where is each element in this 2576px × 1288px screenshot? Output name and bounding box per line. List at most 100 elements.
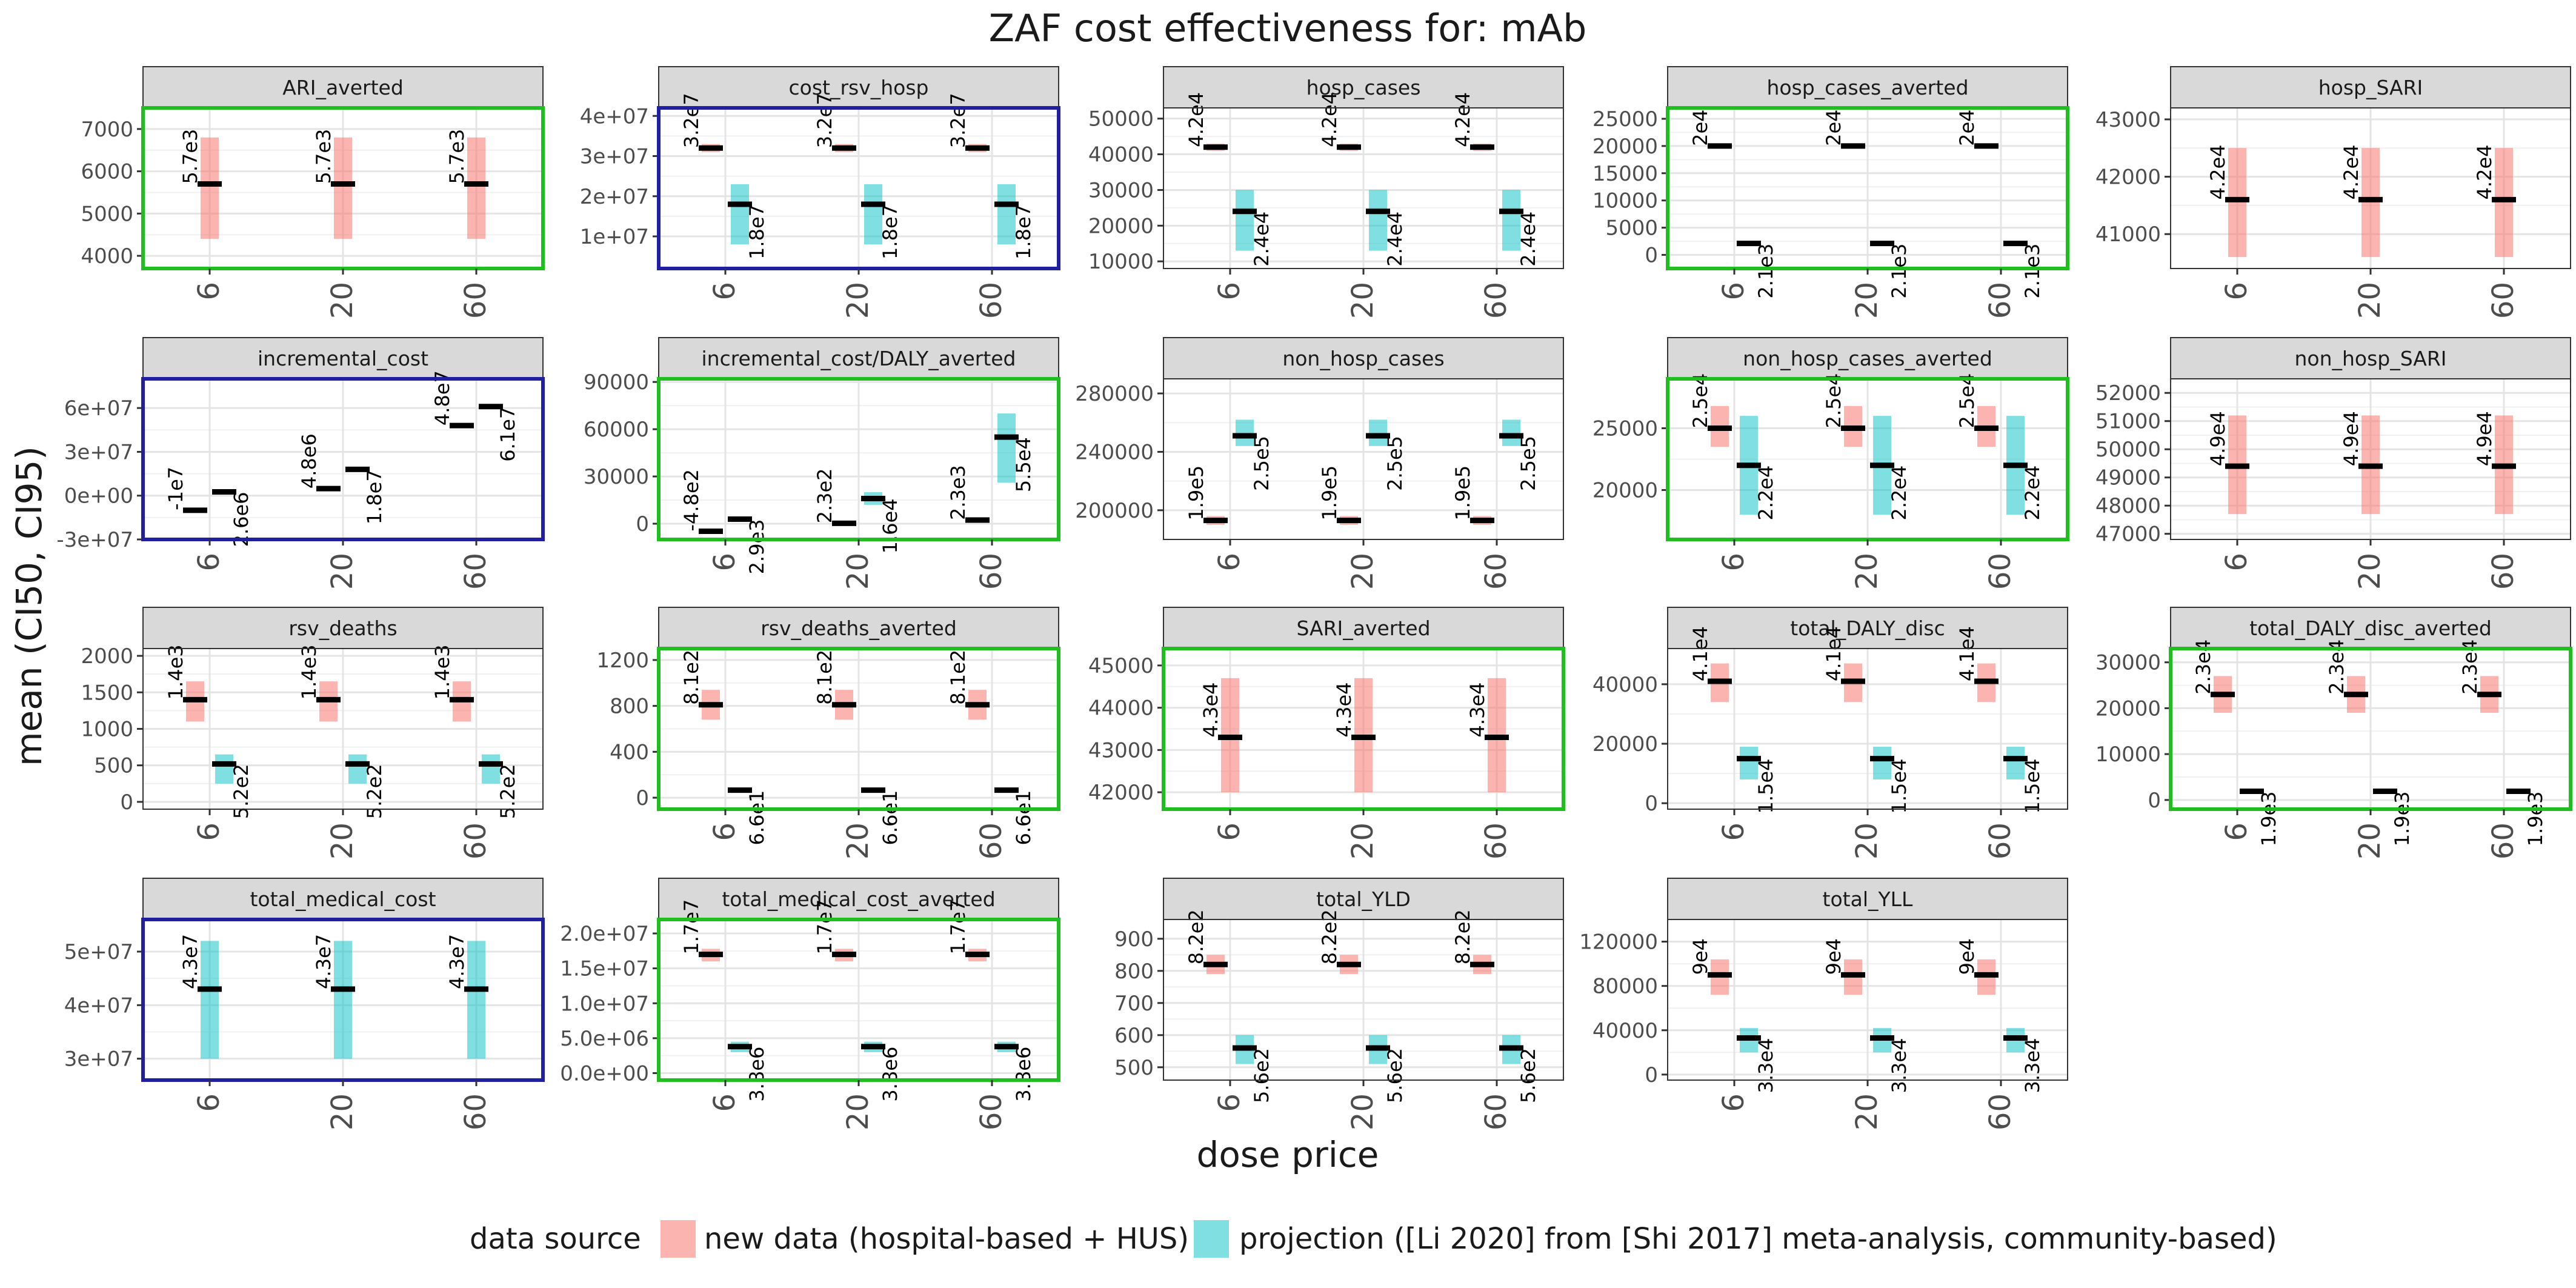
y-tick-label: 0 <box>636 786 649 810</box>
ci-bar-projection <box>201 941 219 1059</box>
data-label: 1.7e7 <box>680 899 703 955</box>
data-label: 1.4e3 <box>431 644 454 699</box>
data-label: 1.9e3 <box>2391 791 2414 846</box>
x-tick-label: 20 <box>325 553 359 590</box>
y-tick-label: 6e+07 <box>64 396 133 421</box>
y-tick-label: 52000 <box>2095 381 2161 405</box>
y-tick-label: 60000 <box>584 418 649 442</box>
data-label: 1.8e7 <box>1012 204 1035 259</box>
data-label: 8.2e2 <box>1451 909 1474 964</box>
x-tick-label: 20 <box>841 282 875 319</box>
data-label: 2e4 <box>1955 109 1979 145</box>
ci-bar-new <box>2228 148 2246 258</box>
data-label: 5.5e4 <box>1012 437 1035 492</box>
y-tick-label: 80000 <box>1593 975 1658 999</box>
x-tick-label: 60 <box>1479 282 1513 319</box>
data-label: 2.4e4 <box>1383 212 1406 267</box>
data-label: 9e4 <box>1822 938 1845 975</box>
data-label: 4.2e4 <box>1451 92 1474 147</box>
facet-strip <box>142 66 544 108</box>
panel-non-hosp-cases: non_hosp_cases 200000 240000 280000 1.9e5 1.9… <box>1075 337 1564 590</box>
facet-strip <box>142 878 544 920</box>
y-tick-label: 1000 <box>81 718 133 742</box>
facet-strip-label: rsv_deaths <box>288 616 397 640</box>
x-tick-label: 60 <box>2486 282 2520 319</box>
y-tick-label: 20000 <box>1593 478 1658 502</box>
x-tick-label: 20 <box>2353 282 2387 319</box>
panel-ari-averted: ARI_averted 4000 5000 6000 7000 5.7e3 5.7e3 5.7… <box>81 66 545 319</box>
data-label: 2.2e4 <box>1888 465 1911 521</box>
panel-hosp-cases: hosp_cases 10000 20000 30000 40000 50000 4.2e4… <box>1088 66 1564 319</box>
ci-bar-projection <box>864 184 882 245</box>
facet-strip-label: incremental_cost/DALY_averted <box>701 347 1016 370</box>
data-label: 4.2e4 <box>2206 144 2229 199</box>
data-label: 1.5e4 <box>1754 759 1777 814</box>
data-label: 1.7e7 <box>813 899 836 955</box>
y-tick-label: 15000 <box>1593 162 1658 186</box>
y-tick-label: 0 <box>1645 244 1658 268</box>
y-tick-label: 10000 <box>2095 742 2161 767</box>
y-tick-label: 800 <box>610 695 649 719</box>
ci-bar-projection <box>334 941 352 1059</box>
x-tick-label: 20 <box>841 1093 875 1130</box>
data-label: 2.1e3 <box>2021 244 2044 299</box>
y-tick-label: 51000 <box>2095 410 2161 434</box>
data-label: 3.8e6 <box>745 1047 768 1102</box>
x-tick-label: 20 <box>1850 823 1884 859</box>
x-tick-label: 20 <box>2353 823 2387 859</box>
y-tick-label: 0 <box>2148 789 2161 813</box>
data-label: 5.6e2 <box>1517 1048 1540 1103</box>
data-label: 4.8e6 <box>298 433 321 489</box>
data-label: 4.1e4 <box>1689 626 1712 681</box>
x-tick-label: 6 <box>1213 553 1246 572</box>
data-label: 2.5e4 <box>1822 373 1845 429</box>
x-tick-label: 6 <box>1717 823 1751 841</box>
data-label: 1.6e4 <box>879 498 902 553</box>
data-label: 1.9e5 <box>1318 465 1341 521</box>
y-tick-label: 47000 <box>2095 522 2161 547</box>
facet-strip-label: hosp_cases_averted <box>1766 76 1968 99</box>
y-tick-label: 40000 <box>1088 143 1154 167</box>
data-label: 5.6e2 <box>1383 1048 1406 1103</box>
data-label: 6.6e1 <box>879 790 902 846</box>
facet-strip <box>658 337 1059 379</box>
data-label: 4.1e4 <box>1955 626 1979 681</box>
ci-bar-projection <box>1873 746 1891 779</box>
data-label: 9e4 <box>1689 938 1712 975</box>
data-label: 4.2e4 <box>2340 144 2363 199</box>
y-tick-label: 3e+07 <box>64 1047 133 1072</box>
ci-bar-new <box>201 137 219 239</box>
facet-strip <box>2170 66 2571 108</box>
data-label: 4.9e4 <box>2206 411 2229 466</box>
y-tick-label: 45000 <box>1088 654 1154 678</box>
data-label: 5.7e3 <box>445 129 468 184</box>
chart-title: ZAF cost effectiveness for: mAb <box>989 6 1587 50</box>
y-tick-label: 1.0e+07 <box>560 992 649 1016</box>
y-tick-label: 43000 <box>1088 738 1154 762</box>
data-label: 4.1e4 <box>1822 626 1845 681</box>
panel-sari-averted: SARI_averted 42000 43000 44000 45000 4.3e4 4.3… <box>1088 607 1565 859</box>
data-label: 4.2e4 <box>1185 92 1208 147</box>
ci-bar-projection <box>467 941 485 1059</box>
data-label: 2.5e4 <box>1689 373 1712 429</box>
panel-total-yld: total_YLD 500 600 700 800 900 8.2e2 8.2e2 8.2e2 5… <box>1114 878 1564 1130</box>
ci-bar-projection <box>348 754 367 784</box>
data-label: 5.7e3 <box>179 129 202 184</box>
data-label: 5.6e2 <box>1250 1048 1273 1103</box>
data-label: 1.8e7 <box>745 204 768 259</box>
x-tick-label: 20 <box>325 282 359 319</box>
facet-strip <box>2170 607 2571 649</box>
y-tick-label: 20000 <box>1593 732 1658 756</box>
x-tick-label: 20 <box>1346 1093 1380 1130</box>
data-label: 1.9e3 <box>2524 791 2547 846</box>
x-tick-label: 20 <box>1346 553 1380 590</box>
facet-strip-label: rsv_deaths_averted <box>760 616 957 640</box>
data-label: 8.2e2 <box>1185 909 1208 964</box>
x-tick-label: 20 <box>841 553 875 590</box>
y-tick-label: 1200 <box>596 649 649 673</box>
x-tick-label: 6 <box>1213 282 1246 301</box>
data-label: 2.5e5 <box>1383 436 1406 491</box>
x-tick-label: 6 <box>1213 1093 1246 1112</box>
y-tick-label: 240000 <box>1075 440 1154 464</box>
